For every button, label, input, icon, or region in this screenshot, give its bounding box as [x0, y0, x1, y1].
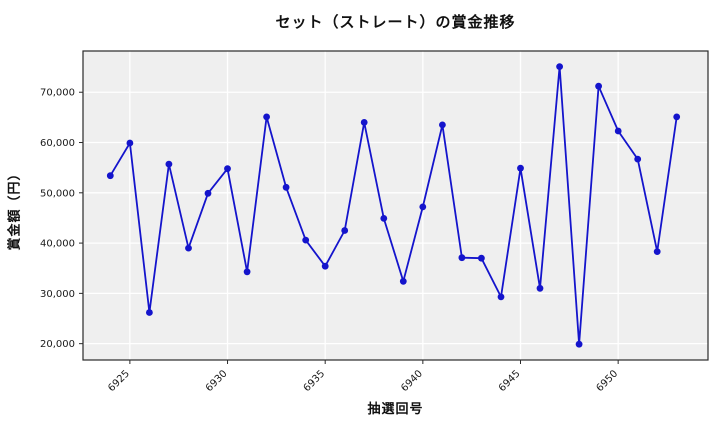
- data-point: [556, 63, 563, 70]
- x-tick-label: 6925: [106, 368, 132, 394]
- data-point: [575, 340, 583, 348]
- data-point: [595, 82, 602, 90]
- data-point: [419, 203, 427, 211]
- data-point: [673, 113, 681, 121]
- data-point: [614, 127, 622, 135]
- data-point: [321, 262, 329, 270]
- data-point: [165, 160, 173, 168]
- data-point: [341, 227, 349, 234]
- data-point: [302, 236, 310, 244]
- y-tick-label: 60,000: [40, 138, 75, 149]
- x-tick-label: 6935: [302, 368, 328, 394]
- y-tick-label: 70,000: [40, 88, 75, 99]
- prize-line-series: [109, 65, 678, 346]
- data-point: [536, 284, 544, 292]
- x-tick-label: 6940: [399, 368, 425, 394]
- data-point: [634, 155, 642, 163]
- plot-frame: [82, 50, 709, 361]
- data-point: [146, 309, 153, 316]
- y-tick-label: 30,000: [40, 289, 75, 300]
- x-tick-label: 6950: [595, 368, 621, 394]
- data-point: [126, 139, 134, 147]
- data-point: [653, 248, 661, 256]
- x-tick-label: 6930: [204, 368, 230, 394]
- data-point: [517, 164, 524, 172]
- y-tick-label: 50,000: [40, 188, 75, 199]
- data-point: [243, 268, 251, 276]
- x-tick-label: 6945: [497, 368, 523, 394]
- x-axis-label: 抽選回号: [367, 402, 424, 417]
- chart-title: セット（ストレート）の賞金推移: [275, 13, 516, 31]
- data-point: [439, 121, 446, 129]
- data-point: [204, 189, 212, 197]
- data-point: [263, 113, 270, 121]
- data-point: [224, 165, 231, 173]
- data-point: [497, 293, 505, 301]
- data-point: [478, 254, 485, 262]
- data-point: [185, 244, 192, 252]
- plot-background: [83, 51, 708, 360]
- data-point: [458, 254, 466, 262]
- data-point: [106, 172, 114, 180]
- y-tick-label: 20,000: [40, 339, 75, 350]
- data-point: [282, 183, 290, 191]
- data-point: [360, 119, 368, 126]
- y-tick-label: 40,000: [40, 239, 75, 250]
- data-point: [399, 277, 407, 285]
- data-point: [380, 215, 388, 222]
